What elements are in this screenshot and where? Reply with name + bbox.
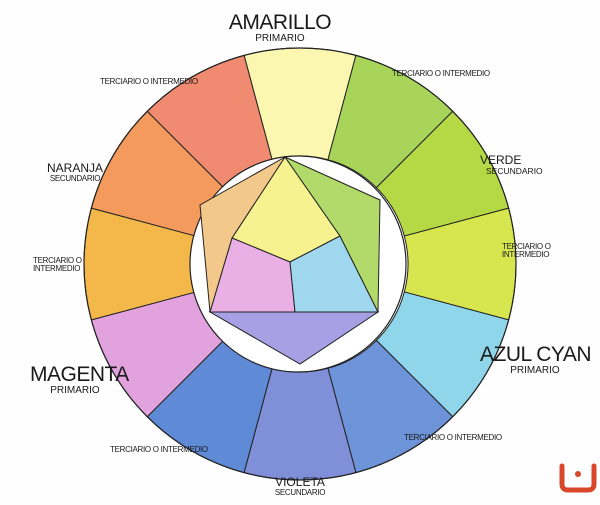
- logo-dot: [575, 471, 581, 477]
- label-type: SECUNDARIO: [49, 173, 101, 183]
- label-type: SECUNDARIO: [486, 165, 543, 176]
- label-name: MAGENTA: [30, 363, 129, 386]
- inner-region-violeta: [208, 311, 380, 365]
- label-terciario-top-left: TERCIARIO O INTERMEDIO: [100, 77, 198, 86]
- outer-circle: [83, 47, 517, 481]
- label-terciario-bottom-right: TERCIARIO O INTERMEDIO: [404, 433, 502, 442]
- label-name: VERDE: [480, 153, 522, 167]
- label-naranja: NARANJA SECUNDARIO: [40, 162, 110, 183]
- label-line: INTERMEDIO: [502, 250, 550, 260]
- label-name: NARANJA: [46, 161, 103, 175]
- label-line: TERCIARIO O: [502, 242, 551, 251]
- label-verde: VERDE SECUNDARIO: [480, 154, 543, 176]
- label-type: SECUNDARIO: [274, 487, 326, 497]
- label-amarillo: AMARILLO PRIMARIO: [225, 11, 335, 45]
- label-terciario-bottom-left: TERCIARIO O INTERMEDIO: [110, 445, 208, 454]
- label-type: PRIMARIO: [255, 33, 305, 45]
- label-azul-cyan: AZUL CYAN PRIMARIO: [480, 343, 592, 377]
- label-line: TERCIARIO O: [33, 256, 82, 265]
- label-violeta: VIOLETA SECUNDARIO: [250, 476, 350, 497]
- label-magenta: MAGENTA PRIMARIO: [30, 363, 129, 397]
- label-name: AMARILLO: [228, 11, 332, 34]
- label-name: AZUL CYAN: [480, 343, 592, 366]
- label-terciario-right: TERCIARIO O INTERMEDIO: [502, 242, 551, 260]
- label-type: PRIMARIO: [510, 365, 560, 377]
- label-type: PRIMARIO: [50, 385, 100, 397]
- label-terciario-left: TERCIARIO O INTERMEDIO: [33, 256, 82, 274]
- label-terciario-top-right: TERCIARIO O INTERMEDIO: [392, 69, 490, 78]
- logo-icon: [559, 463, 597, 493]
- label-line: INTERMEDIO: [33, 264, 81, 274]
- label-name: VIOLETA: [275, 475, 325, 489]
